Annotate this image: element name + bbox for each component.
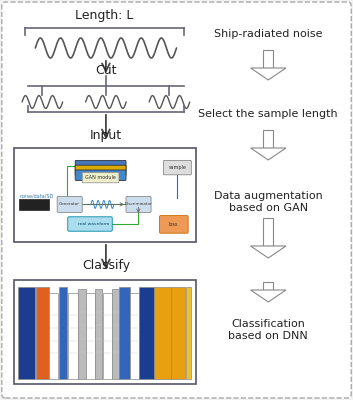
Bar — [171, 287, 185, 379]
FancyBboxPatch shape — [75, 165, 126, 176]
FancyBboxPatch shape — [163, 160, 191, 175]
Text: GAN module: GAN module — [85, 175, 116, 180]
Text: real waveform: real waveform — [78, 222, 109, 226]
Text: Cut: Cut — [95, 64, 116, 77]
Polygon shape — [251, 68, 286, 80]
Bar — [263, 282, 273, 290]
FancyBboxPatch shape — [82, 172, 119, 183]
FancyBboxPatch shape — [160, 216, 188, 233]
FancyBboxPatch shape — [75, 160, 126, 171]
Bar — [18, 287, 35, 379]
Polygon shape — [251, 148, 286, 160]
Bar — [119, 287, 130, 379]
Text: loss: loss — [169, 222, 178, 227]
Bar — [59, 287, 67, 379]
Text: Select the sample length: Select the sample length — [198, 109, 338, 119]
Bar — [154, 287, 171, 379]
Text: Input: Input — [90, 130, 122, 142]
FancyBboxPatch shape — [68, 217, 112, 231]
Text: Ship-radiated noise: Ship-radiated noise — [214, 29, 323, 39]
Bar — [86, 293, 95, 379]
FancyBboxPatch shape — [75, 170, 126, 180]
Text: Discriminator: Discriminator — [125, 202, 152, 206]
Text: noise/data/SD: noise/data/SD — [19, 193, 54, 198]
Bar — [139, 287, 154, 379]
Bar — [263, 130, 273, 148]
Text: Classification
based on DNN: Classification based on DNN — [228, 319, 308, 341]
Bar — [186, 287, 191, 379]
Text: sample: sample — [168, 165, 186, 170]
FancyBboxPatch shape — [2, 2, 351, 398]
Bar — [263, 50, 273, 68]
Bar — [103, 293, 112, 379]
Bar — [14, 280, 196, 384]
Polygon shape — [251, 246, 286, 258]
Polygon shape — [251, 290, 286, 302]
Bar — [49, 293, 58, 379]
Bar — [19, 199, 49, 210]
Text: Classify: Classify — [82, 259, 130, 272]
Bar — [68, 293, 78, 379]
Bar — [14, 148, 196, 242]
FancyBboxPatch shape — [126, 196, 151, 212]
Bar — [78, 289, 86, 379]
Bar — [263, 218, 273, 246]
Text: Length: L: Length: L — [75, 9, 133, 22]
Text: Generator: Generator — [59, 202, 80, 206]
Bar — [95, 289, 102, 379]
Bar — [130, 293, 139, 379]
Bar — [36, 287, 49, 379]
Bar — [112, 289, 119, 379]
FancyBboxPatch shape — [57, 196, 82, 212]
Text: Data augmentation
based on GAN: Data augmentation based on GAN — [214, 191, 323, 213]
